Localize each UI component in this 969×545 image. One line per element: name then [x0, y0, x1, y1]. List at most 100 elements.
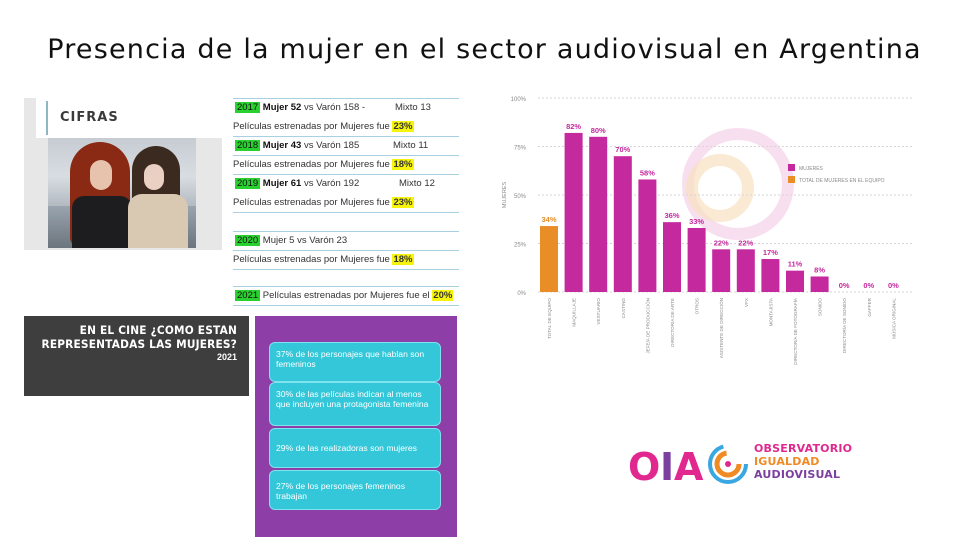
logo-word: AUDIOVISUAL	[754, 468, 841, 481]
bar	[786, 270, 804, 292]
pct-row-2017: Películas estrenadas por Mujeres fue 23%	[233, 117, 459, 136]
x-tick-label: GAFFER	[867, 297, 872, 316]
year-row-2020: 2020 Mujer 5 vs Varón 23	[233, 231, 459, 250]
data-label: 22%	[714, 238, 729, 247]
data-label: 17%	[763, 248, 778, 257]
svg-text:O: O	[628, 445, 660, 488]
pct-prefix: Películas estrenadas por Mujeres fue	[233, 159, 390, 170]
x-tick-label: CASTING	[621, 298, 626, 319]
pct-row-2020: Películas estrenadas por Mujeres fue 18%	[233, 250, 459, 269]
representation-box: EN EL CINE ¿COMO ESTAN REPRESENTADAS LAS…	[24, 316, 249, 396]
pct-value: 18%	[392, 159, 414, 170]
cifras-card: CIFRAS	[24, 98, 222, 250]
bar	[564, 132, 583, 292]
year-badge: 2017	[235, 102, 261, 113]
representation-year: 2021	[216, 352, 237, 362]
bar	[589, 136, 608, 292]
legend-label: TOTAL DE MUJERES EN EL EQUIPO	[799, 178, 885, 184]
mixto-count: Mixto 13	[395, 102, 431, 113]
oia-logo-mark: O I A	[628, 444, 748, 489]
svg-text:I: I	[660, 445, 674, 488]
mujer-count: Mujer 52	[262, 102, 302, 113]
mixto-count: Mixto 11	[393, 140, 429, 151]
year-row-2021: 2021 Películas estrenadas por Mujeres fu…	[233, 286, 459, 305]
mujer-count: Mujer 61	[262, 178, 302, 189]
x-tick-label: SONIDO	[818, 298, 823, 317]
bar	[810, 276, 829, 292]
bar	[663, 222, 681, 292]
bar	[761, 259, 780, 292]
pct-prefix: Películas estrenadas por Mujeres fue	[233, 254, 390, 265]
pct-prefix: Películas estrenadas por Mujeres fue el	[262, 290, 430, 301]
stat-card: 27% de los personajes femeninos trabajan	[269, 470, 441, 510]
x-tick-label: OTROS	[695, 298, 700, 314]
year-row-2018: 2018 Mujer 43 vs Varón 185 Mixto 11	[233, 136, 459, 155]
pct-prefix: Películas estrenadas por Mujeres fue	[233, 121, 390, 132]
bar	[712, 249, 731, 292]
year-badge: 2018	[235, 140, 261, 151]
legend-swatch	[788, 176, 795, 183]
data-label: 0%	[839, 281, 850, 290]
stat-card: 37% de los personajes que hablan son fem…	[269, 342, 441, 382]
bar	[540, 226, 558, 292]
x-tick-label: DIRECTOR/A DE SONIDO	[842, 298, 847, 353]
representation-line-2: REPRESENTADAS LAS MUJERES?	[41, 337, 237, 351]
y-tick-label: 50%	[514, 194, 527, 200]
data-label: 36%	[664, 211, 679, 220]
logo-word: OBSERVATORIO	[754, 442, 853, 455]
year-badge: 2019	[235, 178, 261, 189]
pct-value: 20%	[432, 290, 454, 301]
varon-count: vs Varón 185	[303, 140, 360, 151]
data-label: 0%	[863, 281, 874, 290]
pct-row-2018: Películas estrenadas por Mujeres fue 18%	[233, 155, 459, 174]
year-row-2019: 2019 Mujer 61 vs Varón 192 Mixto 12	[233, 174, 459, 193]
data-label: 58%	[640, 168, 655, 177]
mujer-count: Mujer 5	[262, 235, 295, 246]
stat-card: 29% de las realizadoras son mujeres	[269, 428, 441, 468]
logo-word: IGUALDAD	[754, 455, 820, 468]
x-tick-label: VFX	[744, 298, 749, 307]
data-label: 70%	[615, 145, 630, 154]
year-badge: 2021	[235, 290, 261, 301]
data-label: 11%	[788, 260, 803, 269]
y-tick-label: 75%	[514, 146, 527, 152]
mujer-count: Mujer 43	[262, 140, 302, 151]
data-label: 0%	[888, 281, 899, 290]
pct-value: 18%	[392, 254, 414, 265]
varon-count: vs Varón 158 -	[303, 102, 366, 113]
women-photo	[48, 138, 196, 248]
cifras-header: CIFRAS	[36, 98, 222, 138]
mixto-count: Mixto 12	[399, 178, 435, 189]
x-tick-label: MAQUILLAJE	[572, 298, 577, 327]
varon-count: vs Varón 23	[297, 235, 348, 246]
data-label: 80%	[591, 126, 606, 135]
year-row-2017: 2017 Mujer 52 vs Varón 158 - Mixto 13	[233, 98, 459, 117]
pct-prefix: Películas estrenadas por Mujeres fue	[233, 197, 390, 208]
bar	[613, 156, 632, 292]
data-label: 82%	[566, 122, 581, 131]
x-tick-label: VESTUARIO	[596, 298, 601, 325]
pct-row-2019: Películas estrenadas por Mujeres fue 23%	[233, 193, 459, 212]
representation-line-1: EN EL CINE ¿COMO ESTAN	[79, 323, 237, 337]
data-label: 34%	[541, 215, 556, 224]
cifras-label: CIFRAS	[60, 110, 119, 125]
svg-text:A: A	[674, 445, 704, 488]
y-tick-label: 100%	[511, 97, 527, 103]
oia-logo: O I A OBSERVATORIO IGUALDAD AUDIOVISUAL	[628, 440, 852, 489]
legend-label: MUJERES	[799, 166, 824, 172]
page-title: Presencia de la mujer en el sector audio…	[47, 34, 922, 65]
y-tick-label: 25%	[514, 243, 527, 249]
x-tick-label: DIRECTOR/A DE ARTE	[670, 298, 675, 347]
x-tick-label: ASISTENTE DE DIRECCIÓN	[718, 298, 724, 358]
x-tick-label: MÚSICA ORIGINAL	[890, 298, 896, 339]
x-tick-label: DIRECTOR/A DE FOTOGRAFÍA	[792, 297, 798, 365]
data-label: 8%	[814, 265, 825, 274]
watermark-inner	[686, 154, 754, 222]
pct-value: 23%	[392, 121, 414, 132]
women-by-role-chart: 0% 25% 50% 75% 100% MUJERES 34% TOTAL DE EQUIPO…	[502, 97, 914, 365]
cifras-accent-bar	[46, 101, 48, 135]
data-label: 22%	[738, 238, 753, 247]
year-badge: 2020	[235, 235, 261, 246]
y-axis-label: MUJERES	[502, 182, 508, 209]
varon-count: vs Varón 192	[303, 178, 360, 189]
